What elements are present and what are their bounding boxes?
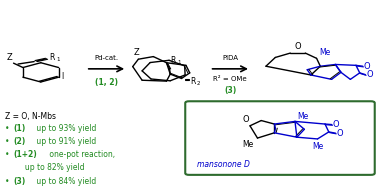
Text: I: I	[62, 72, 64, 81]
Text: O: O	[294, 42, 301, 51]
Text: Pd-cat.: Pd-cat.	[94, 55, 119, 61]
Text: up to 82% yield: up to 82% yield	[13, 163, 85, 172]
Text: 1: 1	[56, 57, 60, 62]
Text: up to 93% yield: up to 93% yield	[34, 124, 96, 133]
Text: •: •	[5, 137, 10, 146]
Text: (3): (3)	[13, 177, 26, 186]
Text: up to 91% yield: up to 91% yield	[34, 137, 96, 146]
Text: (1): (1)	[13, 124, 26, 133]
Text: Me: Me	[242, 140, 254, 149]
Text: (3): (3)	[224, 86, 236, 95]
Text: (1+2): (1+2)	[13, 150, 37, 159]
Text: Z: Z	[133, 48, 139, 57]
Text: (1, 2): (1, 2)	[95, 79, 118, 88]
Text: O: O	[367, 70, 373, 79]
Text: O: O	[337, 129, 343, 138]
Text: O: O	[333, 120, 339, 129]
Text: Z: Z	[6, 53, 12, 62]
Text: R: R	[50, 53, 55, 62]
Text: 1: 1	[177, 60, 180, 65]
Text: O: O	[364, 62, 370, 71]
Text: •: •	[5, 177, 10, 186]
FancyBboxPatch shape	[185, 101, 375, 175]
Text: R: R	[170, 56, 176, 65]
Text: Me: Me	[313, 142, 324, 151]
Text: (2): (2)	[13, 137, 26, 146]
Text: Me: Me	[297, 111, 308, 121]
Text: Me: Me	[319, 47, 331, 57]
Text: R² = OMe: R² = OMe	[214, 76, 247, 82]
Text: mansonone D: mansonone D	[197, 160, 249, 169]
Text: one-pot reaction,: one-pot reaction,	[47, 150, 115, 159]
Text: •: •	[5, 124, 10, 133]
Text: up to 84% yield: up to 84% yield	[34, 177, 96, 186]
Text: •: •	[5, 150, 10, 159]
Text: R: R	[190, 77, 195, 86]
Text: O: O	[243, 115, 249, 124]
Text: PIDA: PIDA	[222, 55, 238, 61]
Text: 2: 2	[197, 81, 200, 85]
Text: Z = O, N-Mbs: Z = O, N-Mbs	[5, 112, 56, 121]
